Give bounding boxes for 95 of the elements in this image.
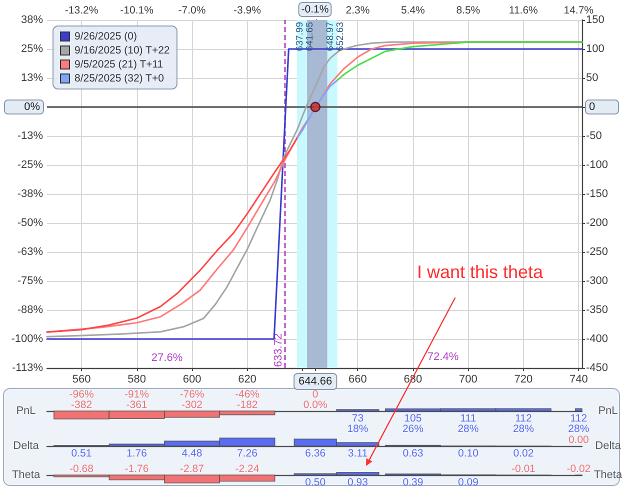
y2-tick-label: -250: [586, 246, 608, 258]
data-label: 112 28%: [512, 412, 534, 435]
y-tick-label: -100%: [11, 333, 44, 345]
x2-tick-label: 11.6%: [508, 4, 538, 16]
ref-line-label: 633.72: [272, 333, 285, 367]
y2-tick-label: -450: [586, 362, 608, 374]
x2-tick-label: -0.1%: [301, 4, 329, 16]
data-label: 4.48: [182, 447, 202, 460]
y2-tick-label: -350: [586, 304, 608, 316]
annotation: 637.99: [294, 22, 306, 52]
y-tick-label: -25%: [17, 159, 44, 171]
y-tick-label: 0%: [24, 101, 40, 113]
data-label: 0.09: [458, 476, 479, 488]
y2-axis-title: Delta: [595, 440, 622, 452]
data-label: -96% -382: [69, 388, 94, 411]
data-label: 111 28%: [458, 412, 479, 435]
x-tick-label: 580: [128, 374, 146, 386]
y2-tick-label: 150: [586, 14, 604, 26]
y-tick-label: 13%: [20, 72, 44, 84]
data-label: -0.68: [70, 462, 94, 475]
data-label: 0.10: [458, 447, 479, 460]
data-label: -0.02: [566, 462, 591, 475]
y-tick-label: -50%: [17, 217, 44, 229]
y2-tick-label: 50: [586, 72, 598, 84]
y2-tick-label: 0: [589, 101, 596, 113]
legend-label: 8/25/2025 (32) T+0: [74, 72, 164, 84]
y-tick-label: 25%: [20, 43, 44, 55]
legend-label: 9/5/2025 (21) T+11: [74, 58, 164, 70]
data-label: 0.00: [568, 434, 590, 446]
y-tick-label: -113%: [12, 362, 44, 374]
y-tick-label: 38%: [20, 14, 44, 26]
data-label: 0.39: [402, 476, 424, 488]
y2-axis-title: PnL: [598, 405, 618, 417]
data-label: 7.26: [237, 447, 258, 460]
data-label: 6.36: [305, 447, 326, 460]
y2-tick-label: 100: [586, 43, 604, 55]
x2-tick-label: 5.4%: [400, 4, 425, 16]
data-label: 0.51: [71, 447, 92, 460]
annotation: 27.6%: [151, 352, 183, 364]
data-label: 105 26%: [402, 412, 424, 435]
x2-tick-label: -3.9%: [234, 4, 261, 16]
x2-tick-label: 2.3%: [346, 4, 370, 16]
data-label: 0 0.0%: [303, 388, 328, 411]
x-tick-label: 700: [459, 374, 478, 386]
x-tick-label: 600: [182, 374, 202, 386]
x2-tick-label: 14.7%: [564, 4, 594, 16]
x-tick-label: 560: [72, 374, 91, 386]
y2-tick-label: -50: [586, 130, 602, 142]
y2-tick-label: -400: [586, 333, 608, 345]
data-label: 0.50: [305, 476, 326, 488]
y2-tick-label: -100: [586, 159, 608, 171]
annotation: 72.4%: [427, 351, 459, 363]
y2-axis-title: Theta: [594, 469, 623, 481]
data-label: -1.76: [124, 462, 149, 475]
data-label: 1.76: [126, 447, 148, 460]
annotation: 648.97: [324, 22, 336, 52]
y-tick-label: -63%: [17, 246, 44, 258]
x2-tick-label: -10.1%: [120, 4, 154, 16]
x-tick-label: 644.66: [298, 376, 332, 388]
data-label: 0.63: [402, 447, 424, 460]
y-tick-label: -38%: [17, 188, 44, 200]
x2-tick-label: -13.2%: [64, 4, 98, 16]
y2-tick-label: -200: [586, 217, 608, 229]
y2-tick-label: -150: [586, 188, 608, 200]
annotation: 652.63: [334, 22, 346, 52]
y2-tick-label: -300: [586, 275, 608, 287]
y-tick-label: -88%: [17, 304, 44, 316]
data-label: -2.87: [180, 462, 204, 475]
data-label: 3.11: [348, 447, 368, 460]
data-label: 0.93: [348, 476, 368, 488]
data-label: -0.01: [511, 462, 536, 475]
data-label: 0.02: [513, 447, 534, 460]
legend-label: 9/16/2025 (10) T+22: [74, 44, 170, 56]
x-tick-label: 620: [238, 374, 256, 386]
x-tick-label: 740: [570, 374, 588, 386]
data-label: -76% -302: [180, 388, 204, 411]
legend-label: 9/26/2025 (0): [74, 30, 137, 42]
y-tick-label: -75%: [17, 275, 44, 287]
y-axis-title: PnL: [16, 405, 36, 417]
x2-tick-label: 8.5%: [456, 4, 480, 16]
y-axis-title: Delta: [13, 440, 40, 452]
y-tick-label: -13%: [17, 130, 44, 142]
y-axis-title: Theta: [12, 469, 41, 481]
data-label: -91% -361: [124, 388, 150, 411]
x-tick-label: 660: [348, 374, 367, 386]
line-series: [296, 80, 338, 140]
data-label: 112 28%: [568, 412, 590, 435]
x2-tick-label: -7.0%: [178, 4, 206, 16]
data-label: -46% -182: [234, 388, 260, 411]
x-tick-label: 720: [514, 374, 533, 386]
line-series: [46, 138, 298, 333]
data-label: -2.24: [235, 462, 260, 475]
annotation: 641.65: [304, 22, 316, 52]
annotation: I want this theta: [417, 262, 544, 282]
data-label: 73 18%: [347, 412, 368, 435]
